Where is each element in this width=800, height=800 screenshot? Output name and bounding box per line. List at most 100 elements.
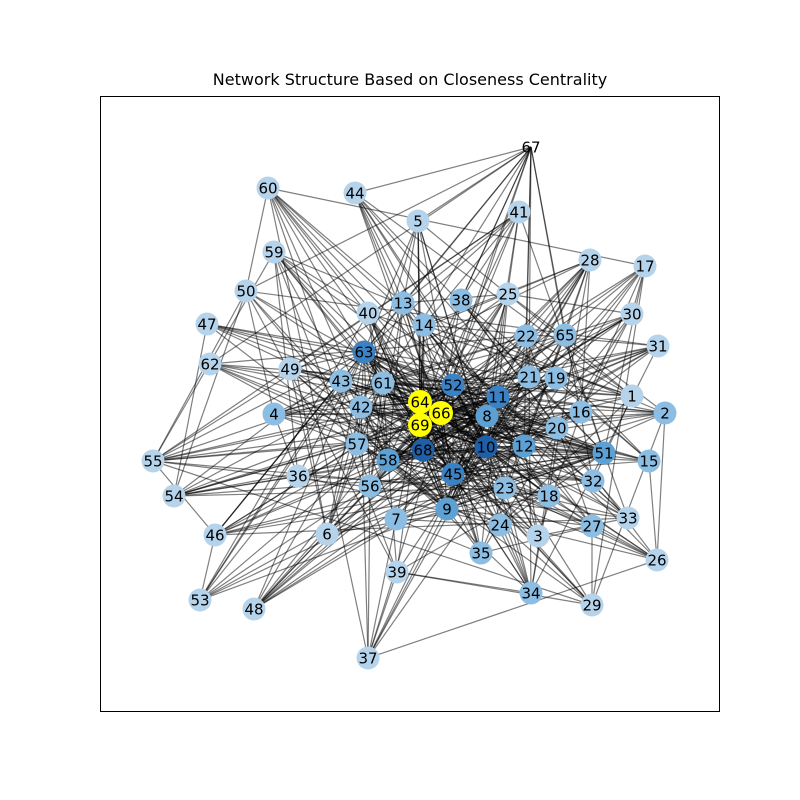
node-label-53: 53	[190, 592, 209, 610]
node-label-61: 61	[373, 375, 392, 393]
node-label-44: 44	[345, 185, 364, 203]
node-circle-17	[633, 254, 657, 278]
node-circle-32	[581, 469, 605, 493]
node-label-38: 38	[451, 292, 470, 310]
node-64: 64	[408, 390, 432, 414]
node-61: 61	[371, 371, 395, 395]
node-49: 49	[278, 357, 302, 381]
edge-4-64	[273, 401, 421, 415]
edge-48-7	[253, 518, 397, 610]
edge-17-37	[367, 265, 646, 659]
node-31: 31	[646, 334, 670, 358]
node-label-52: 52	[443, 377, 462, 395]
node-label-5: 5	[413, 213, 423, 231]
edge-49-58	[289, 368, 389, 461]
node-8: 8	[475, 404, 499, 428]
edge-16-17	[580, 265, 646, 413]
node-43: 43	[329, 369, 353, 393]
edge-2-64	[419, 401, 666, 414]
node-11: 11	[486, 385, 510, 409]
node-circle-60	[256, 176, 280, 200]
node-label-30: 30	[622, 306, 641, 324]
node-circle-44	[343, 181, 367, 205]
plot-frame	[100, 96, 720, 712]
node-circle-14	[412, 313, 436, 337]
node-circle-20	[545, 416, 569, 440]
node-label-10: 10	[476, 439, 495, 457]
edge-60-64	[267, 187, 421, 403]
node-label-60: 60	[258, 180, 277, 198]
node-circle-22	[514, 324, 538, 348]
edge-50-58	[245, 290, 389, 461]
node-26: 26	[645, 548, 669, 572]
node-34: 34	[519, 581, 543, 605]
node-circle-18	[537, 484, 561, 508]
node-label-64: 64	[410, 394, 429, 412]
node-circle-7	[384, 507, 408, 531]
node-circle-68	[411, 438, 435, 462]
edge-62-68	[209, 363, 424, 451]
edge-5-67	[417, 146, 532, 222]
edge-50-60	[245, 187, 269, 292]
edge-65-67	[530, 146, 566, 336]
node-circle-30	[620, 302, 644, 326]
edge-54-61	[173, 382, 384, 497]
node-67: 67	[521, 139, 540, 157]
node-25: 25	[496, 282, 520, 306]
edge-14-41	[423, 211, 520, 326]
node-label-39: 39	[387, 564, 406, 582]
node-label-2: 2	[660, 405, 670, 423]
node-label-6: 6	[322, 526, 332, 544]
node-circle-6	[315, 522, 339, 546]
node-41: 41	[507, 200, 531, 224]
node-circle-24	[488, 513, 512, 537]
node-29: 29	[580, 593, 604, 617]
node-label-56: 56	[360, 478, 379, 496]
node-circle-56	[358, 474, 382, 498]
node-27: 27	[580, 514, 604, 538]
node-6: 6	[315, 522, 339, 546]
node-label-11: 11	[488, 389, 507, 407]
edge-59-66	[273, 251, 442, 414]
node-13: 13	[391, 291, 415, 315]
node-2: 2	[653, 401, 677, 425]
edge-51-56	[369, 452, 605, 487]
node-circle-64	[408, 390, 432, 414]
edge-41-55	[152, 211, 520, 462]
node-label-69: 69	[410, 417, 429, 435]
node-circle-66	[429, 401, 453, 425]
node-label-21: 21	[519, 369, 538, 387]
node-circle-41	[507, 200, 531, 224]
node-15: 15	[637, 449, 661, 473]
edge-12-51	[523, 445, 605, 454]
edge-55-57	[152, 443, 358, 462]
edge-1-32	[592, 395, 633, 482]
node-circle-26	[645, 548, 669, 572]
edge-52-63	[363, 351, 454, 386]
node-circle-10	[474, 435, 498, 459]
node-20: 20	[545, 416, 569, 440]
edge-30-65	[564, 313, 633, 336]
edge-20-38	[460, 299, 558, 429]
node-label-3: 3	[533, 528, 543, 546]
node-59: 59	[262, 240, 286, 264]
edge-50-55	[152, 290, 247, 462]
edge-38-67	[460, 146, 532, 301]
node-label-40: 40	[358, 305, 377, 323]
node-39: 39	[385, 560, 409, 584]
node-circle-3	[526, 524, 550, 548]
edge-1-40	[367, 312, 633, 397]
node-circle-38	[449, 288, 473, 312]
node-label-20: 20	[547, 420, 566, 438]
edge-44-67	[354, 146, 532, 194]
edge-47-9	[206, 323, 448, 510]
node-55: 55	[141, 449, 165, 473]
node-23: 23	[493, 476, 517, 500]
node-label-34: 34	[521, 585, 540, 603]
node-circle-31	[646, 334, 670, 358]
node-label-7: 7	[391, 511, 401, 529]
edge-60-63	[267, 187, 365, 353]
node-label-57: 57	[347, 436, 366, 454]
node-circle-12	[512, 434, 536, 458]
